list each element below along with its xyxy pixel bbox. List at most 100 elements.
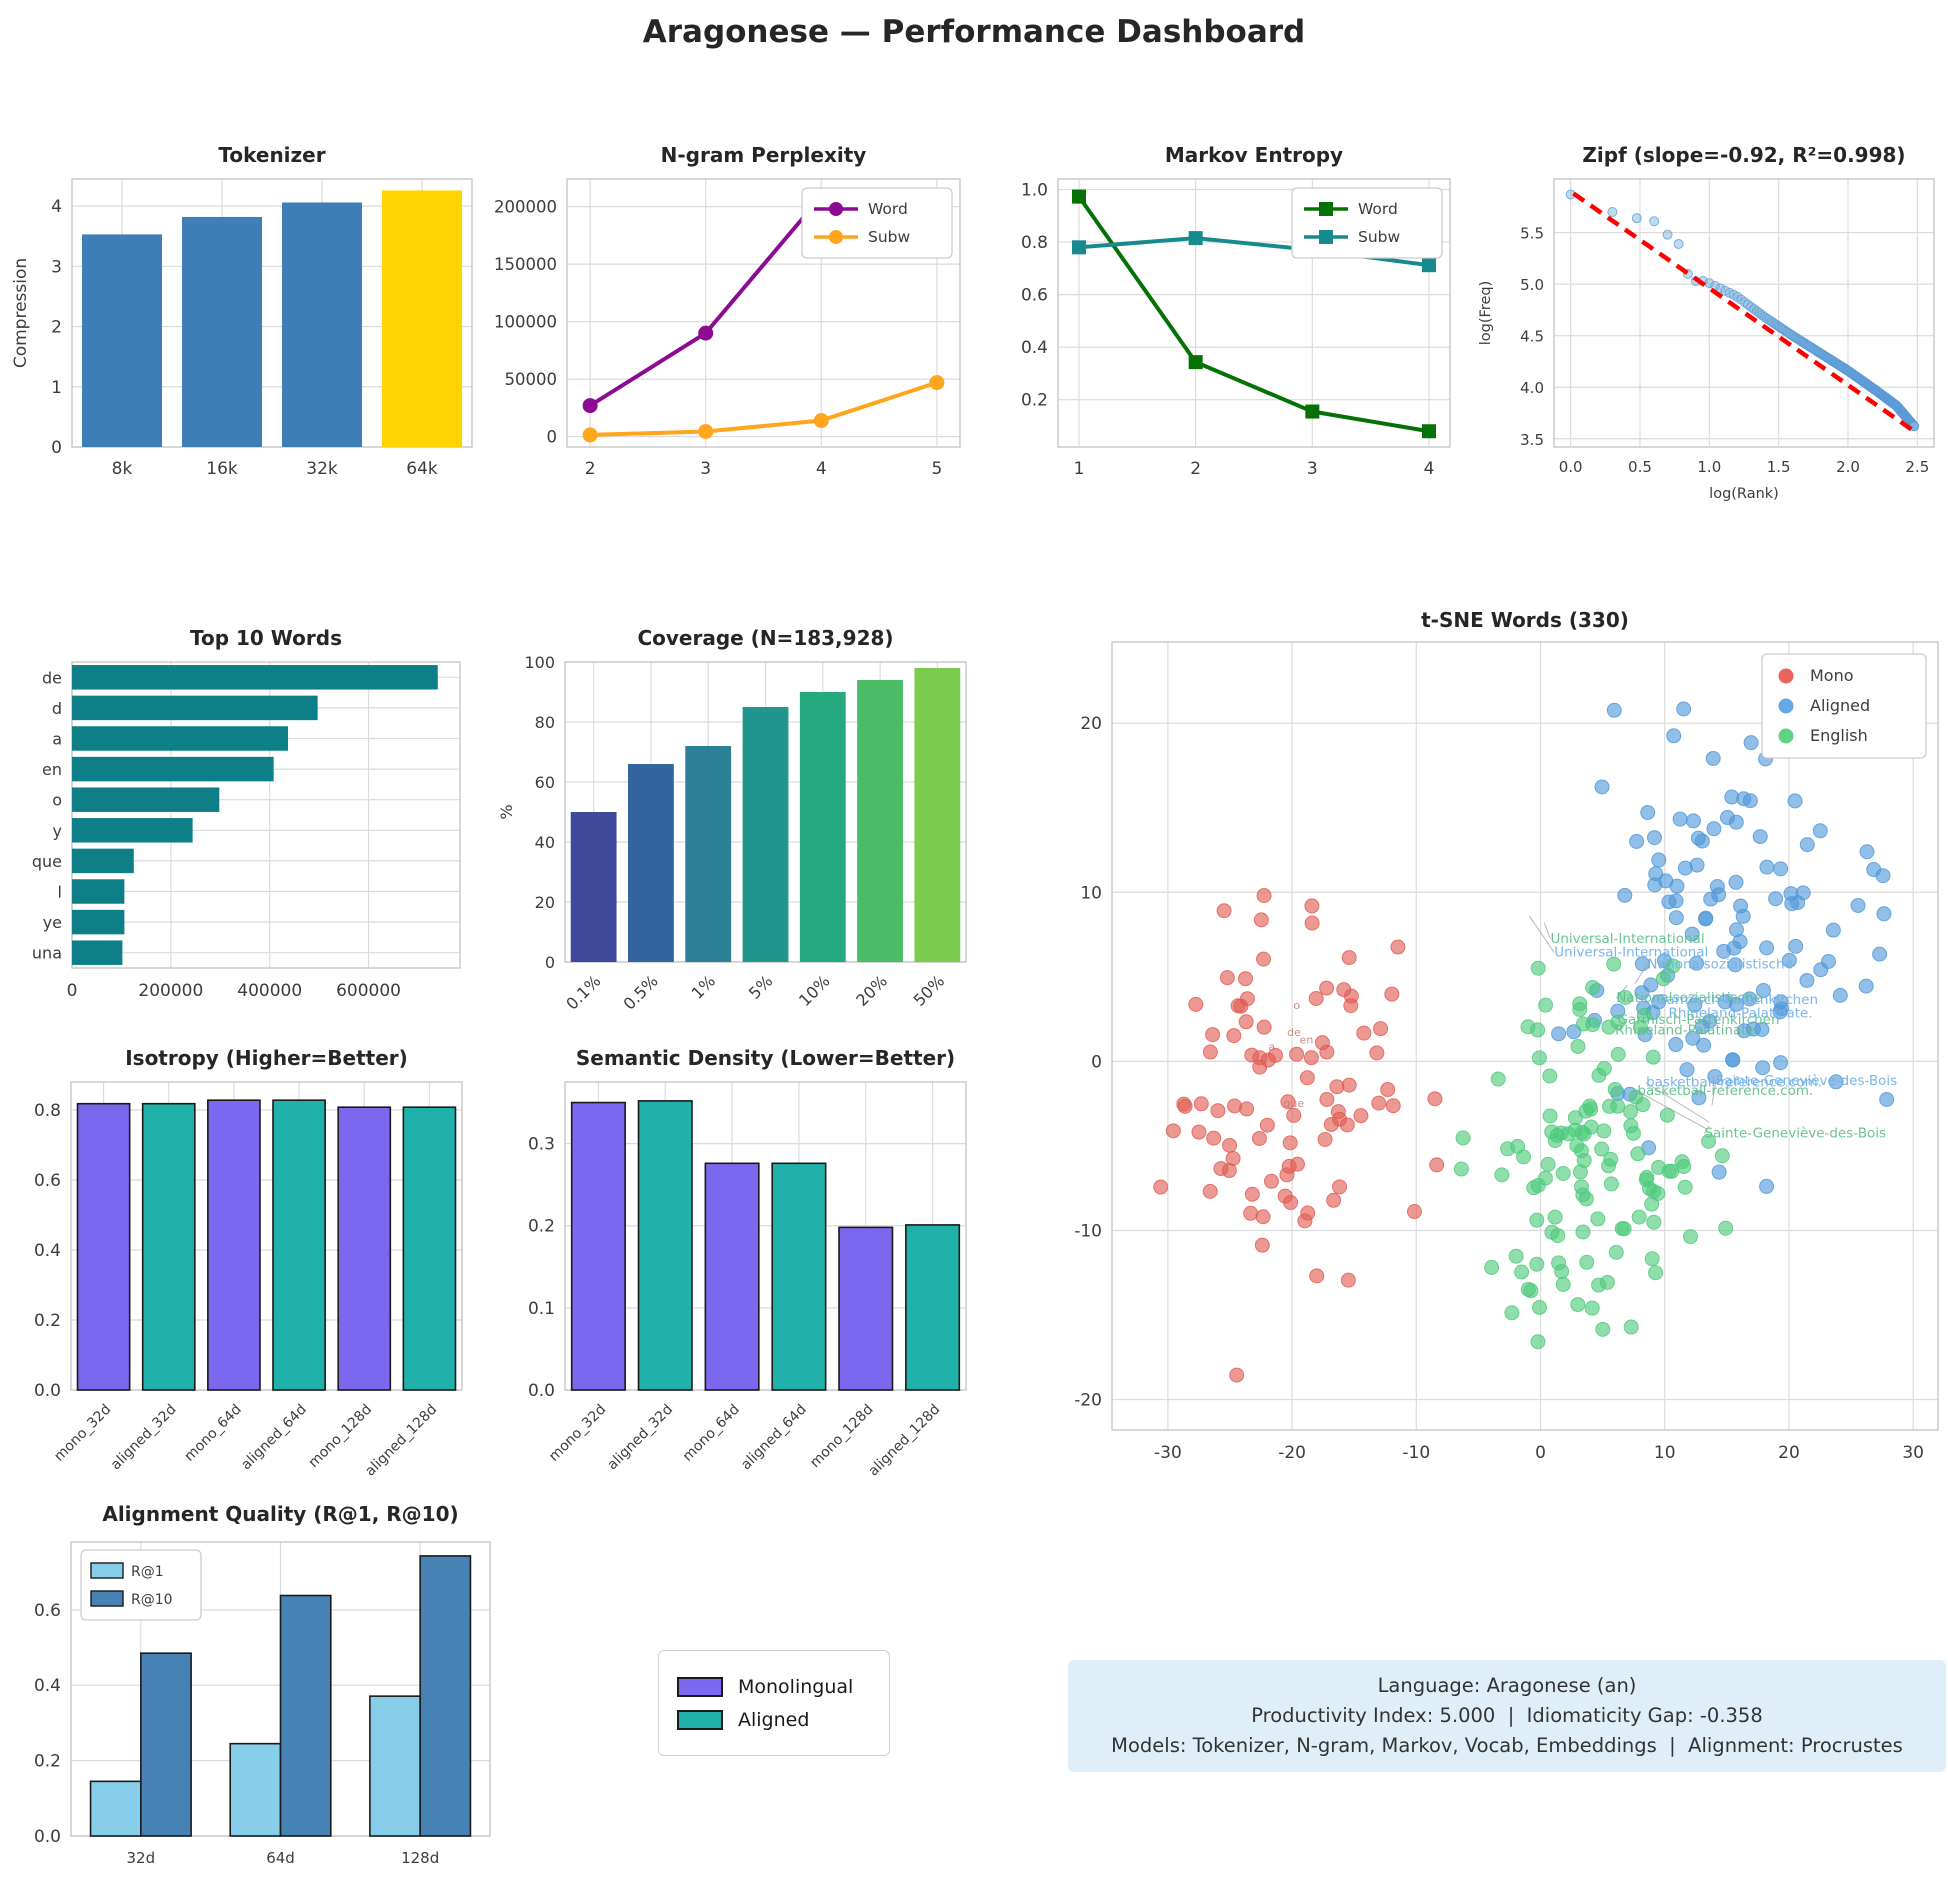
svg-text:4: 4 [51,197,62,217]
svg-text:60: 60 [535,773,555,792]
svg-text:Garmisch-Partenkirchen: Garmisch-Partenkirchen [1656,992,1818,1008]
svg-text:Mono: Mono [1810,666,1854,685]
svg-text:0: 0 [545,953,555,972]
svg-text:Sainte-Geneviève-des-Bois: Sainte-Geneviève-des-Bois [1716,1073,1898,1089]
svg-text:d: d [52,699,62,718]
svg-text:0.5%: 0.5% [620,971,662,1013]
chart-ngram-perplexity: N-gram Perplexity 0 50000 100000 150000 2000… [488,135,974,485]
svg-text:log(Rank): log(Rank) [1709,486,1779,502]
chart-title-tsne: t-SNE Words (330) [1421,608,1629,632]
chart-title-markov: Markov Entropy [1164,143,1344,167]
svg-text:aligned_64d: aligned_64d [238,1402,310,1474]
chart-top-words: Top 10 Words de d a en o y que l ye una 0 200000 400… [4,618,478,1022]
svg-text:mono_128d: mono_128d [807,1402,876,1471]
svg-text:3: 3 [700,459,711,479]
svg-text:10: 10 [1654,1443,1676,1463]
svg-text:Rhineland-Palatinate.: Rhineland-Palatinate. [1615,1022,1759,1038]
svg-text:0.4: 0.4 [34,1241,61,1261]
svg-text:ye: ye [43,913,62,932]
svg-text:0.3: 0.3 [528,1135,555,1155]
svg-text:basketball-reference.com.: basketball-reference.com. [1646,1075,1822,1091]
svg-text:que: que [32,852,62,871]
alignment-plot: 0.0 0.2 0.4 0.6 32d 64d 128d R@1 R@10 [34,1541,491,1867]
svg-text:mono_32d: mono_32d [51,1402,114,1465]
svg-text:Nationalsozialistische: Nationalsozialistische [1647,956,1793,972]
svg-text:3: 3 [51,257,62,277]
svg-text:0.5: 0.5 [1628,458,1652,476]
svg-text:2.0: 2.0 [1836,458,1860,476]
svg-text:-30: -30 [1154,1443,1182,1463]
svg-text:1: 1 [1074,459,1085,479]
svg-text:0: 0 [1535,1443,1546,1463]
svg-text:400000: 400000 [237,981,302,1001]
svg-text:50000: 50000 [505,370,558,389]
svg-text:0.0: 0.0 [34,1827,61,1847]
svg-text:0.8: 0.8 [34,1101,61,1121]
svg-text:Garmisch-Partenkirchen: Garmisch-Partenkirchen [1618,1012,1780,1028]
svg-text:20: 20 [1778,1443,1800,1463]
svg-text:5: 5 [931,459,942,479]
svg-text:3.5: 3.5 [1520,431,1544,449]
aligned-label: Aligned [738,1708,810,1731]
svg-text:de: de [1287,1026,1301,1039]
svg-text:Subw: Subw [868,228,911,246]
svg-text:English: English [1810,726,1868,745]
svg-text:en: en [1300,1034,1314,1047]
svg-text:aligned_32d: aligned_32d [108,1402,180,1474]
chart-title-ngram: N-gram Perplexity [660,143,867,167]
svg-text:-10: -10 [1074,1221,1102,1241]
svg-text:aligned_64d: aligned_64d [738,1402,810,1474]
svg-text:mono_32d: mono_32d [546,1402,609,1465]
svg-text:0.1%: 0.1% [562,971,604,1013]
svg-text:0.2: 0.2 [1021,391,1048,411]
svg-text:mono_128d: mono_128d [306,1402,375,1471]
svg-text:Word: Word [1358,200,1398,218]
chart-tsne: t-SNE Words (330) Universal-Internationa… [1046,600,1948,1484]
svg-text:Subw: Subw [1358,228,1401,246]
svg-text:5%: 5% [745,971,776,1002]
svg-text:aligned_128d: aligned_128d [865,1402,943,1480]
chart-tokenizer: Tokenizer 0 1 2 3 4 8k 16k 32k 64k Compression [10,135,484,485]
chart-title-alignment: Alignment Quality (R@1, R@10) [102,1502,459,1526]
svg-text:2: 2 [51,318,62,338]
svg-text:10: 10 [1080,883,1102,903]
svg-text:aligned_32d: aligned_32d [604,1402,676,1474]
svg-text:una: una [32,944,62,963]
aligned-swatch-icon [677,1709,723,1730]
svg-text:0.4: 0.4 [1021,338,1048,358]
svg-text:Aligned: Aligned [1810,696,1870,715]
chart-title-density: Semantic Density (Lower=Better) [575,1046,956,1070]
svg-text:Rhineland-Palatinate.: Rhineland-Palatinate. [1668,1005,1812,1021]
svg-text:5.0: 5.0 [1520,276,1544,294]
svg-text:30: 30 [1902,1443,1924,1463]
svg-text:Nationalsozialistische: Nationalsozialistische [1616,990,1762,1006]
svg-text:200000: 200000 [138,981,203,1001]
svg-text:-10: -10 [1402,1443,1430,1463]
svg-text:0.2: 0.2 [528,1217,555,1237]
svg-text:-20: -20 [1278,1443,1306,1463]
svg-text:0: 0 [1091,1052,1102,1072]
svg-text:20%: 20% [852,971,891,1010]
svg-text:16k: 16k [206,459,238,479]
svg-text:150000: 150000 [494,255,557,274]
svg-text:log(Freq): log(Freq) [1478,281,1494,345]
svg-text:0.1: 0.1 [528,1299,555,1319]
svg-text:0.6: 0.6 [34,1601,61,1621]
svg-text:2: 2 [1190,459,1201,479]
chart-coverage: Coverage (N=183,928) 0 20 40 60 80 100 0.1% 0.5… [482,618,980,1074]
svg-text:1.5: 1.5 [1767,458,1791,476]
info-line-productivity: Productivity Index: 5.000 | Idiomaticity… [1251,1703,1763,1727]
svg-text:-20: -20 [1074,1391,1102,1411]
monolingual-label: Monolingual [738,1675,854,1698]
tokenizer-plot: 0 1 2 3 4 8k 16k 32k 64k Compression [11,178,473,479]
svg-text:0.6: 0.6 [1021,286,1048,306]
svg-text:de: de [42,668,62,687]
chart-zipf: Zipf (slope=-0.92, R²=0.998) 3.5 4.0 4.5 5.… [1464,135,1948,509]
svg-text:32k: 32k [306,459,338,479]
svg-text:2.5: 2.5 [1905,458,1929,476]
chart-title-coverage: Coverage (N=183,928) [637,626,894,650]
svg-text:64d: 64d [266,1849,295,1867]
svg-text:10%: 10% [795,971,834,1010]
